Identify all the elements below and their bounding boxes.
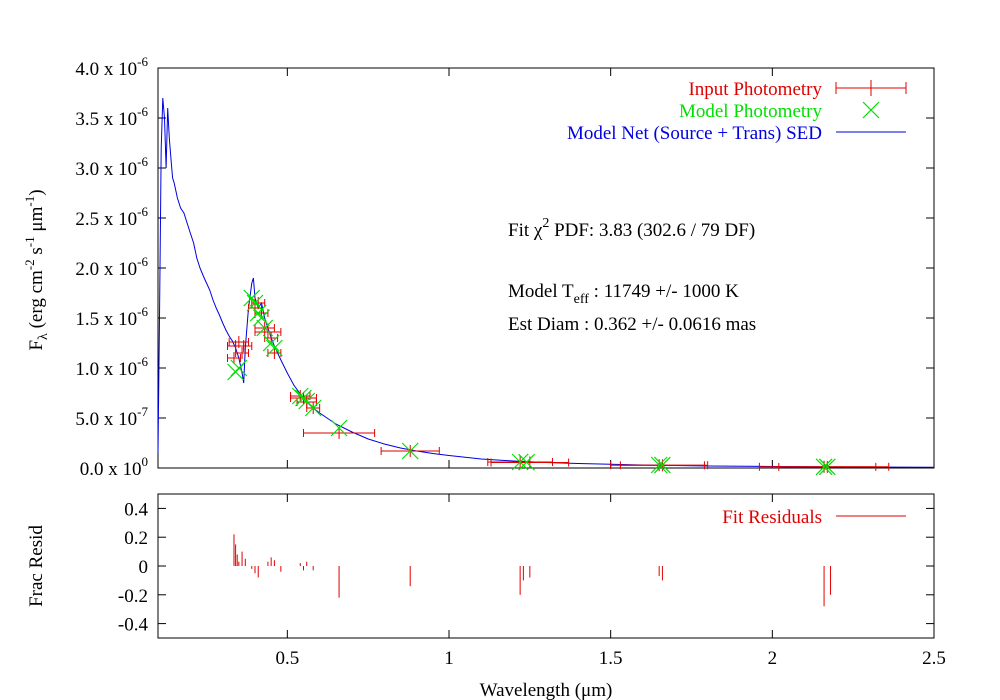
legend-input-label: Input Photometry — [688, 79, 822, 100]
model-photometry-point — [518, 453, 536, 471]
xlabel: Wavelength (μm) — [480, 680, 613, 700]
model-photometry-point — [650, 456, 668, 474]
model-photometry-point — [815, 458, 833, 476]
residual-ylabel: Frac Resid — [26, 525, 47, 607]
residual-data — [233, 534, 832, 607]
sed-axes: 0.0 x 100 5.0 x 10-7 1.0 x 10-6 1.5 x 10-6 2… — [75, 54, 935, 480]
xtick-label: 0.5 — [275, 648, 299, 669]
xtick-label: 2.5 — [922, 648, 946, 669]
model-cross-b — [518, 453, 536, 471]
sed-legend: Input Photometry Model Photometry Model … — [567, 79, 907, 144]
input-photometry-point — [490, 456, 570, 469]
model-photometry-point — [653, 456, 671, 474]
model-cross-b — [818, 458, 836, 476]
model-photometry-point — [230, 359, 248, 377]
xtick-label: 2 — [768, 648, 778, 669]
sed-ytick-label: 5.0 x 10-7 — [75, 404, 148, 430]
model-photometry-point — [818, 458, 836, 476]
input-photometry-point — [227, 352, 241, 364]
model-cross-b — [249, 304, 267, 322]
model-cross-b — [330, 419, 348, 437]
sed-ytick-label: 1.0 x 10-6 — [75, 354, 148, 380]
model-photometry-point — [243, 289, 261, 307]
model-photometry-point — [256, 319, 274, 337]
legend-model-phot-symbol — [862, 101, 880, 119]
xtick-label: 1.5 — [599, 648, 623, 669]
legend-model-phot-label: Model Photometry — [679, 101, 823, 122]
legend-sed-label: Model Net (Source + Trans) SED — [567, 123, 822, 144]
model-cross-b — [262, 334, 280, 352]
model-cross-b — [253, 309, 270, 327]
sed-curve — [157, 97, 935, 468]
xtick-label: 1 — [444, 648, 454, 669]
residual-ytick-label: 0.2 — [124, 528, 148, 549]
sed-ytick-label: 0.0 x 100 — [80, 454, 148, 480]
residual-axes: 0.4 0.2 0 -0.2 -0.4 0.5 1 1.5 2 2.5 — [118, 494, 946, 669]
model-cross-b — [304, 399, 322, 417]
model-cross-b — [815, 458, 833, 476]
diameter-annotation: Est Diam : 0.362 +/- 0.0616 mas — [508, 314, 756, 335]
model-cross-b — [653, 456, 671, 474]
sed-ytick-label: 3.0 x 10-6 — [75, 154, 148, 180]
residual-ytick-label: 0 — [139, 557, 149, 578]
legend-input-symbol — [835, 80, 907, 96]
model-cross-b — [650, 456, 668, 474]
residual-ytick-label: 0.4 — [124, 499, 148, 520]
model-photometry-point — [249, 304, 267, 322]
chi-square-annotation: Fit χ2 PDF: 3.83 (302.6 / 79 DF) — [508, 216, 755, 241]
input-photometry-point — [303, 427, 376, 439]
residual-ytick-label: -0.4 — [118, 615, 149, 636]
model-photometry-point — [246, 294, 264, 312]
model-photometry-point — [304, 399, 322, 417]
sed-data — [157, 97, 935, 476]
model-cross-b — [401, 442, 419, 460]
sed-ytick-label: 2.5 x 10-6 — [75, 204, 148, 230]
model-photometry-point — [511, 453, 529, 471]
model-cross-b — [246, 294, 264, 312]
model-cross-b — [256, 319, 274, 337]
sed-ytick-label: 4.0 x 10-6 — [75, 54, 148, 80]
teff-annotation: Model Teff : 11749 +/- 1000 K — [508, 281, 739, 307]
model-photometry-point — [265, 339, 283, 357]
model-cross-b — [511, 453, 529, 471]
residual-legend: Fit Residuals — [722, 507, 906, 528]
legend-residual-label: Fit Residuals — [722, 507, 822, 528]
model-cross-b — [265, 339, 283, 357]
model-photometry-point — [262, 334, 280, 352]
residual-ytick-label: -0.2 — [118, 586, 148, 607]
input-photometry-point — [228, 336, 250, 348]
sed-ytick-label: 2.0 x 10-6 — [75, 254, 148, 280]
sed-ytick-label: 3.5 x 10-6 — [75, 104, 148, 130]
model-cross-b — [291, 387, 309, 405]
input-photometry-point — [235, 347, 250, 359]
model-photometry-point — [330, 419, 348, 437]
sed-ytick-label: 1.5 x 10-6 — [75, 304, 148, 330]
sed-ylabel: Fλ (erg cm-2 s-1 μm-1) — [22, 189, 51, 350]
input-photometry-point — [235, 340, 253, 352]
model-cross-b — [243, 289, 261, 307]
model-cross-b — [230, 359, 248, 377]
model-photometry-point — [401, 442, 419, 460]
model-photometry-point — [253, 309, 270, 327]
